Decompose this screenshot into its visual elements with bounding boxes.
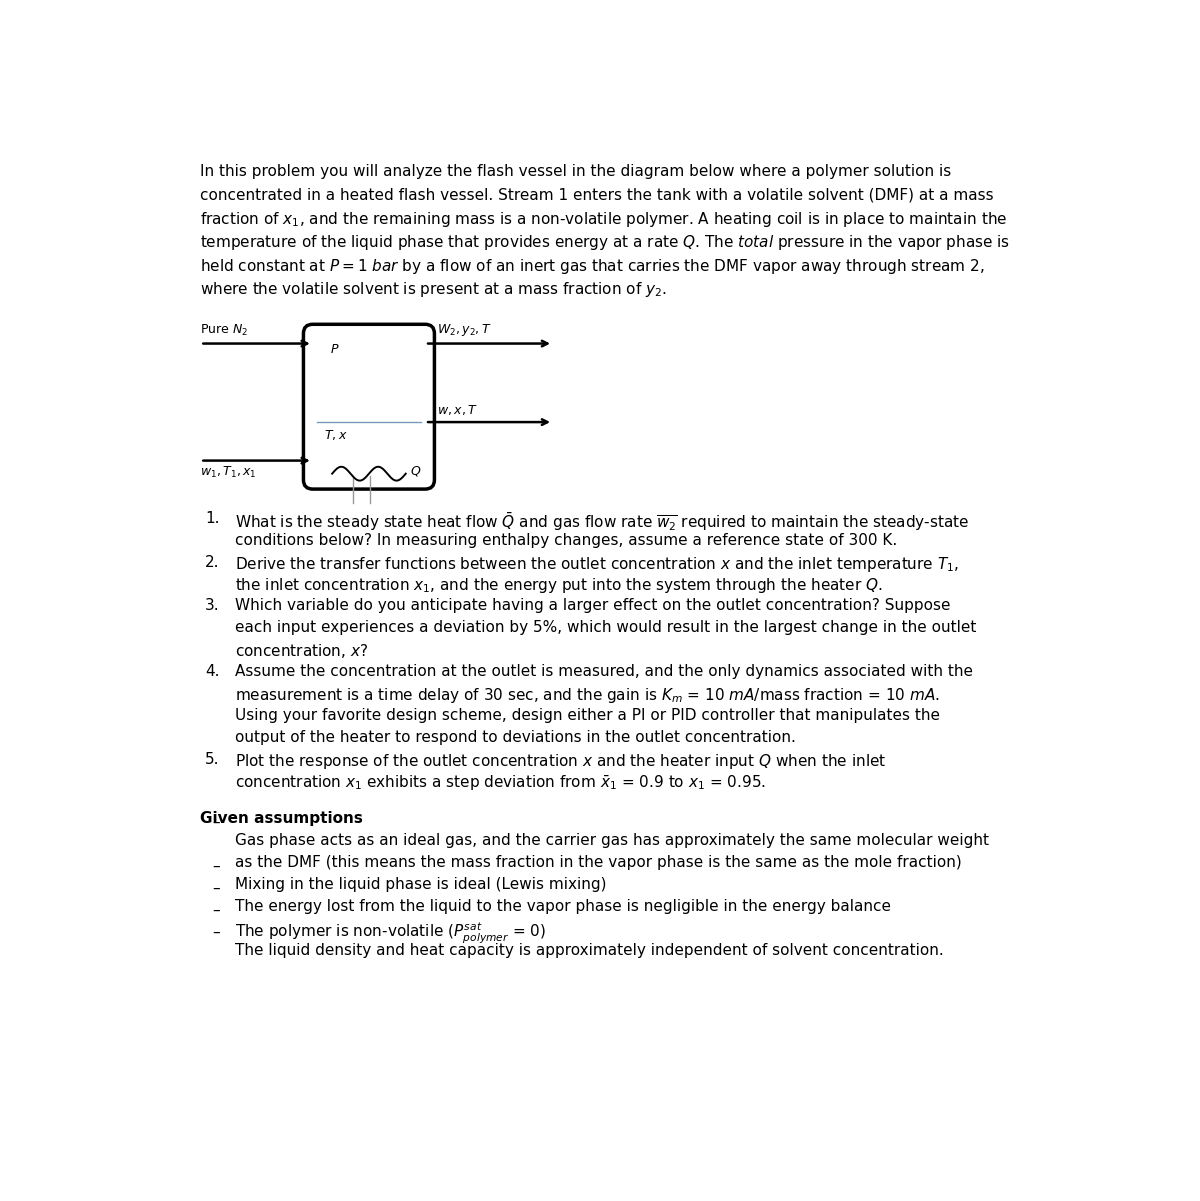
Text: $W_2, y_2, T$: $W_2, y_2, T$ bbox=[437, 322, 492, 339]
Text: $P$: $P$ bbox=[330, 342, 340, 355]
Text: –: – bbox=[212, 815, 220, 830]
Text: each input experiences a deviation by 5%, which would result in the largest chan: each input experiences a deviation by 5%… bbox=[235, 621, 977, 635]
Text: concentration, $x$?: concentration, $x$? bbox=[235, 643, 368, 661]
Text: –: – bbox=[212, 903, 220, 918]
Text: 2.: 2. bbox=[205, 555, 220, 569]
FancyBboxPatch shape bbox=[304, 324, 434, 489]
Text: temperature of the liquid phase that provides energy at a rate $Q$. The $\mathit: temperature of the liquid phase that pro… bbox=[200, 233, 1010, 252]
Text: measurement is a time delay of 30 sec, and the gain is $K_m$ = 10 $mA$/mass frac: measurement is a time delay of 30 sec, a… bbox=[235, 686, 940, 705]
Text: The energy lost from the liquid to the vapor phase is negligible in the energy b: The energy lost from the liquid to the v… bbox=[235, 900, 892, 914]
Text: where the volatile solvent is present at a mass fraction of $y_2$.: where the volatile solvent is present at… bbox=[200, 280, 667, 299]
Text: Using your favorite design scheme, design either a PI or PID controller that man: Using your favorite design scheme, desig… bbox=[235, 709, 941, 723]
Text: –: – bbox=[212, 859, 220, 874]
Text: $Q$: $Q$ bbox=[409, 464, 421, 478]
Text: –: – bbox=[212, 880, 220, 896]
Text: as the DMF (this means the mass fraction in the vapor phase is the same as the m: as the DMF (this means the mass fraction… bbox=[235, 855, 962, 871]
Text: Pure $N_2$: Pure $N_2$ bbox=[200, 323, 248, 339]
Text: Gas phase acts as an ideal gas, and the carrier gas has approximately the same m: Gas phase acts as an ideal gas, and the … bbox=[235, 833, 989, 848]
Text: Which variable do you anticipate having a larger effect on the outlet concentrat: Which variable do you anticipate having … bbox=[235, 598, 950, 614]
Text: –: – bbox=[212, 925, 220, 939]
Text: the inlet concentration $x_1$, and the energy put into the system through the he: the inlet concentration $x_1$, and the e… bbox=[235, 576, 883, 596]
Text: Mixing in the liquid phase is ideal (Lewis mixing): Mixing in the liquid phase is ideal (Lew… bbox=[235, 877, 607, 892]
Text: In this problem you will analyze the flash vessel in the diagram below where a p: In this problem you will analyze the fla… bbox=[200, 165, 952, 179]
Text: 5.: 5. bbox=[205, 752, 220, 767]
Text: fraction of $x_1$, and the remaining mass is a non-volatile polymer. A heating c: fraction of $x_1$, and the remaining mas… bbox=[200, 210, 1008, 229]
Text: $w_1, T_1, x_1$: $w_1, T_1, x_1$ bbox=[200, 465, 257, 480]
Text: concentrated in a heated flash vessel. Stream 1 enters the tank with a volatile : concentrated in a heated flash vessel. S… bbox=[200, 187, 994, 202]
Text: conditions below? In measuring enthalpy changes, assume a reference state of 300: conditions below? In measuring enthalpy … bbox=[235, 532, 898, 548]
Text: Assume the concentration at the outlet is measured, and the only dynamics associ: Assume the concentration at the outlet i… bbox=[235, 664, 973, 680]
Text: concentration $x_1$ exhibits a step deviation from $\bar{x}_1$ = 0.9 to $x_1$ = : concentration $x_1$ exhibits a step devi… bbox=[235, 773, 767, 793]
Text: 1.: 1. bbox=[205, 510, 220, 526]
Text: Plot the response of the outlet concentration $x$ and the heater input $Q$ when : Plot the response of the outlet concentr… bbox=[235, 752, 887, 771]
Text: The liquid density and heat capacity is approximately independent of solvent con: The liquid density and heat capacity is … bbox=[235, 943, 944, 958]
Text: held constant at $P = 1$ $\mathit{bar}$ by a flow of an inert gas that carries t: held constant at $P = 1$ $\mathit{bar}$ … bbox=[200, 257, 985, 275]
Text: $w, x, T$: $w, x, T$ bbox=[437, 404, 478, 418]
Text: output of the heater to respond to deviations in the outlet concentration.: output of the heater to respond to devia… bbox=[235, 730, 796, 745]
Text: Derive the transfer functions between the outlet concentration $x$ and the inlet: Derive the transfer functions between th… bbox=[235, 555, 959, 574]
Text: 3.: 3. bbox=[205, 598, 220, 614]
Text: $T, x$: $T, x$ bbox=[324, 429, 348, 442]
Text: The polymer is non-volatile ($P^{sat}_{polymer}$ = 0): The polymer is non-volatile ($P^{sat}_{p… bbox=[235, 921, 546, 946]
Text: Given assumptions: Given assumptions bbox=[200, 812, 364, 826]
Text: What is the steady state heat flow $\bar{Q}$ and gas flow rate $\overline{w_2}$ : What is the steady state heat flow $\bar… bbox=[235, 510, 970, 533]
Text: 4.: 4. bbox=[205, 664, 220, 680]
